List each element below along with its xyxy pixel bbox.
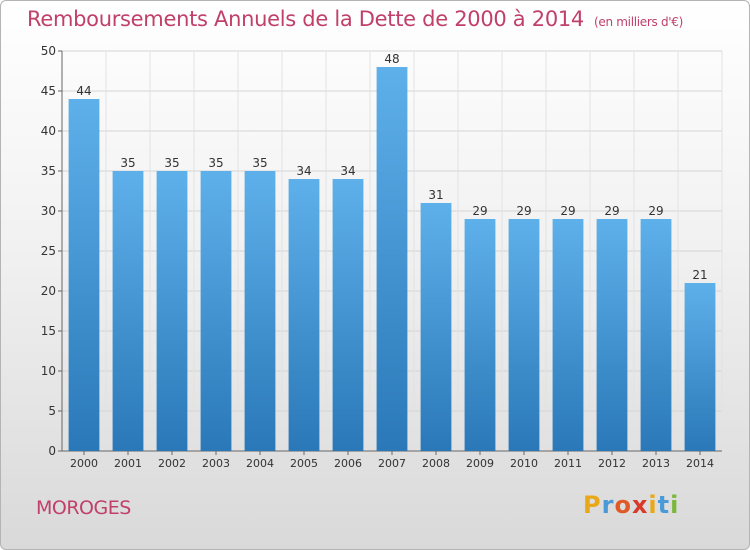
y-tick-label: 0 — [48, 444, 56, 458]
data-labels: 44 35 35 35 35 34 34 48 31 29 29 29 29 29 21 — [76, 52, 707, 282]
data-label: 35 — [120, 156, 135, 170]
x-tick-label: 2003 — [202, 457, 230, 470]
bar — [420, 203, 452, 451]
bar — [68, 99, 100, 451]
y-tick-label: 20 — [41, 284, 56, 298]
logo-letter: r — [601, 491, 615, 519]
x-tick-label: 2014 — [686, 457, 714, 470]
data-label: 29 — [472, 204, 487, 218]
data-label: 35 — [252, 156, 267, 170]
proxiti-logo: Proxiti — [583, 491, 679, 519]
bar — [508, 219, 540, 451]
data-label: 44 — [76, 84, 91, 98]
data-label: 21 — [692, 268, 707, 282]
x-tick-label: 2007 — [378, 457, 406, 470]
bar — [288, 179, 320, 451]
y-tick-label: 5 — [48, 404, 56, 418]
y-tick-label: 10 — [41, 364, 56, 378]
logo-letter: t — [657, 491, 671, 519]
x-tick-label: 2009 — [466, 457, 494, 470]
data-label: 29 — [560, 204, 575, 218]
place-name: MOROGES — [36, 497, 131, 519]
chart-title-block: Remboursements Annuels de la Dette de 20… — [27, 7, 683, 31]
logo-letter: P — [583, 491, 602, 519]
data-label: 48 — [384, 52, 399, 66]
chart-subtitle: (en milliers d'€) — [594, 15, 684, 29]
data-label: 29 — [516, 204, 531, 218]
x-tick-label: 2012 — [598, 457, 626, 470]
x-tick-label: 2010 — [510, 457, 538, 470]
x-tick-label: 2008 — [422, 457, 450, 470]
bar — [376, 67, 408, 451]
bar — [684, 283, 716, 451]
bar — [112, 171, 144, 451]
logo-letter: i — [670, 491, 680, 519]
y-tick-label: 30 — [41, 204, 56, 218]
data-label: 29 — [648, 204, 663, 218]
data-label: 35 — [208, 156, 223, 170]
bars — [68, 67, 716, 451]
x-tick-label: 2000 — [70, 457, 98, 470]
bar — [464, 219, 496, 451]
y-tick-label: 45 — [41, 84, 56, 98]
x-tick-label: 2011 — [554, 457, 582, 470]
y-tick-label: 50 — [41, 44, 56, 58]
chart-title: Remboursements Annuels de la Dette de 20… — [27, 7, 584, 31]
bar — [332, 179, 364, 451]
x-tick-label: 2006 — [334, 457, 362, 470]
logo-letter: o — [614, 491, 632, 519]
x-tick-label: 2013 — [642, 457, 670, 470]
bar — [596, 219, 628, 451]
data-label: 34 — [296, 164, 311, 178]
y-tick-label: 35 — [41, 164, 56, 178]
logo-letter: i — [648, 491, 658, 519]
y-tick-label: 40 — [41, 124, 56, 138]
data-label: 29 — [604, 204, 619, 218]
y-tick-label: 15 — [41, 324, 56, 338]
bar — [244, 171, 276, 451]
logo-letter: x — [631, 491, 649, 519]
x-tick-label: 2005 — [290, 457, 318, 470]
data-label: 31 — [428, 188, 443, 202]
x-tick-label: 2001 — [114, 457, 142, 470]
x-tick-label: 2004 — [246, 457, 274, 470]
x-tick-label: 2002 — [158, 457, 186, 470]
bar — [156, 171, 188, 451]
data-label: 35 — [164, 156, 179, 170]
data-label: 34 — [340, 164, 355, 178]
y-tick-label: 25 — [41, 244, 56, 258]
bar — [552, 219, 584, 451]
bar — [640, 219, 672, 451]
bar — [200, 171, 232, 451]
